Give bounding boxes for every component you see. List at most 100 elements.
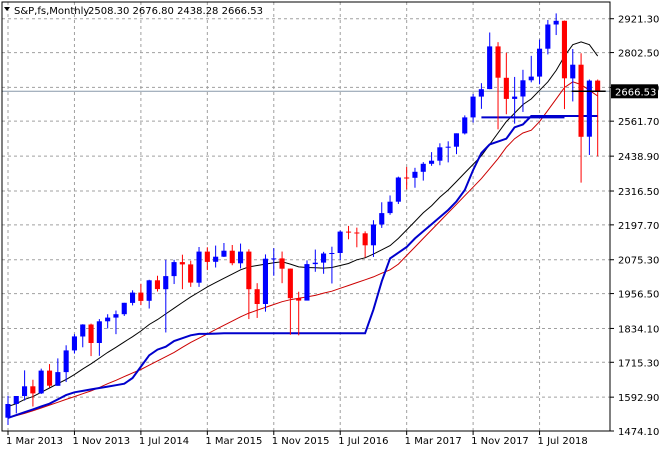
candle (196, 246, 202, 287)
candle-body (404, 177, 410, 179)
candle-body (520, 80, 526, 97)
header-ohlc: 2508.30 2676.80 2438.28 2666.53 (88, 6, 263, 17)
candle-body (570, 64, 576, 79)
chart-header: S&P,fs,Monthly 2508.30 2676.80 2438.28 2… (4, 6, 263, 17)
candle-body (537, 48, 543, 77)
candle-body (13, 396, 19, 404)
y-tick-label: 1834.10 (618, 324, 659, 335)
candle (578, 53, 584, 183)
candle (287, 268, 293, 335)
candle-body (279, 258, 285, 269)
candle-body (304, 264, 310, 301)
candle-body (146, 280, 152, 301)
candle-body (346, 231, 352, 233)
candle-body (71, 336, 77, 351)
candle-body (528, 76, 534, 81)
x-tick-label: 1 Jul 2016 (338, 436, 388, 447)
candle (379, 202, 385, 228)
candle (96, 319, 102, 356)
candle (130, 290, 136, 306)
y-tick-label: 1592.90 (618, 393, 659, 404)
x-tick-label: 1 Nov 2015 (272, 436, 330, 447)
candle (246, 249, 252, 320)
candle (229, 245, 235, 266)
candle-body (179, 262, 185, 265)
candle-body (287, 268, 293, 299)
candle-body (412, 171, 418, 178)
x-tick-label: 1 Mar 2013 (6, 436, 63, 447)
candle-body (121, 302, 127, 315)
x-axis: 1 Mar 2013 1 Nov 2013 1 Jul 2014 1 Mar 2015… (6, 431, 588, 447)
candle-body (337, 231, 343, 253)
candle (470, 94, 476, 123)
candle (462, 115, 468, 135)
candle-body (55, 372, 61, 386)
candle-body (321, 253, 327, 263)
candle (55, 358, 61, 386)
candle (171, 259, 177, 285)
collapse-triangle-icon[interactable] (4, 7, 10, 11)
candle (420, 162, 426, 181)
candle (512, 76, 518, 124)
indicators (7, 41, 599, 419)
candle-body (80, 324, 86, 337)
candle-body (238, 251, 244, 264)
candle (296, 291, 302, 336)
candle (213, 245, 219, 268)
candle (88, 323, 94, 357)
y-tick-label: 1956.50 (618, 290, 659, 301)
x-tick-label: 1 Mar 2017 (405, 436, 462, 447)
candle-body (478, 89, 484, 97)
candle (221, 243, 227, 257)
candle-body (138, 292, 144, 301)
candle-body (229, 250, 235, 264)
candle-body (495, 46, 501, 78)
candle-body (154, 280, 160, 290)
candle-body (296, 298, 302, 301)
candle-body (586, 80, 592, 137)
candle-body (204, 251, 210, 262)
y-tick-label: 2197.70 (618, 221, 659, 232)
candle-body (387, 201, 393, 214)
candle-body (545, 24, 551, 49)
candle-body (595, 80, 601, 92)
candle (387, 195, 393, 215)
candle-body (188, 264, 194, 283)
candle-body (47, 370, 53, 386)
candle (437, 143, 443, 166)
fast-moving-average-line (7, 41, 599, 407)
candle (179, 254, 185, 290)
candle (271, 248, 277, 276)
candle (561, 20, 567, 110)
candle (370, 220, 376, 257)
chart-frame (1, 1, 611, 432)
candle-body (196, 251, 202, 283)
candle-body (130, 292, 136, 303)
current-price-label: 2666.53 (615, 87, 656, 98)
candle (329, 246, 335, 284)
candle (354, 227, 360, 248)
y-axis: 2921.302802.502680.102561.702438.902316.… (610, 15, 659, 438)
candle-body (462, 117, 468, 134)
candle (346, 225, 352, 240)
candle (545, 19, 551, 55)
candle-body (429, 160, 435, 164)
candle (279, 251, 285, 284)
candle-body (213, 256, 219, 262)
candle-body (395, 177, 401, 202)
candle-body (470, 96, 476, 118)
candle (154, 275, 160, 292)
candle (22, 370, 28, 401)
candle (412, 167, 418, 188)
candle-body (437, 147, 443, 161)
candle (238, 243, 244, 269)
candle-body (113, 314, 119, 318)
candle (404, 166, 410, 190)
candle (478, 83, 484, 109)
candle (495, 42, 501, 130)
candle (121, 302, 127, 316)
candle (487, 32, 493, 90)
candle (188, 260, 194, 287)
